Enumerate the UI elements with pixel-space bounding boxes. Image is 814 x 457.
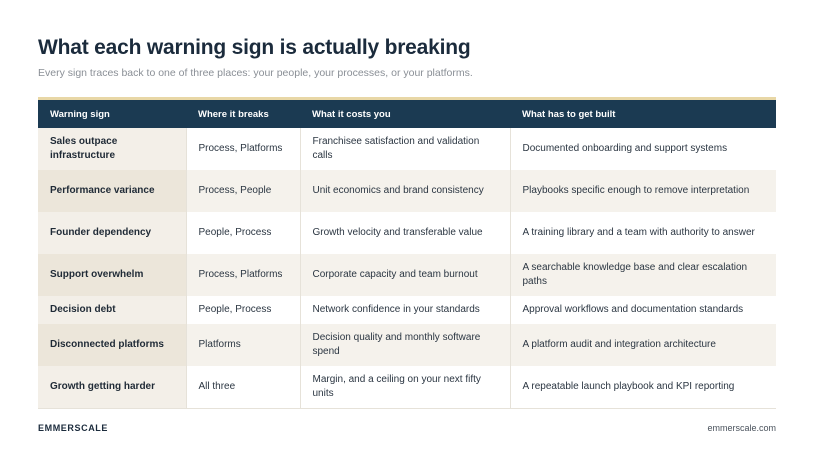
- cell-what-it-costs: Decision quality and monthly software sp…: [300, 324, 511, 366]
- cell-warning-sign: Disconnected platforms: [38, 324, 187, 366]
- cell-warning-sign: Support overwhelm: [38, 254, 187, 296]
- page-subtitle: Every sign traces back to one of three p…: [38, 67, 473, 79]
- column-header-warning-sign: Warning sign: [38, 100, 186, 128]
- cell-where-it-breaks: People, Process: [186, 296, 301, 324]
- cell-where-it-breaks: All three: [186, 366, 301, 409]
- table-row: Performance variance Process, People Uni…: [38, 170, 776, 212]
- column-header-what-to-build: What has to get built: [510, 100, 776, 128]
- cell-what-it-costs: Growth velocity and transferable value: [300, 212, 511, 254]
- cell-where-it-breaks: Process, Platforms: [186, 128, 301, 170]
- cell-what-it-costs: Network confidence in your standards: [300, 296, 511, 324]
- cell-warning-sign: Growth getting harder: [38, 366, 187, 409]
- table-header-row: Warning sign Where it breaks What it cos…: [38, 100, 776, 128]
- page-title: What each warning sign is actually break…: [38, 36, 471, 59]
- cell-where-it-breaks: People, Process: [186, 212, 301, 254]
- cell-what-it-costs: Franchisee satisfaction and validation c…: [300, 128, 511, 170]
- cell-warning-sign: Performance variance: [38, 170, 187, 212]
- cell-what-to-build: A platform audit and integration archite…: [510, 324, 776, 366]
- cell-where-it-breaks: Process, Platforms: [186, 254, 301, 296]
- cell-what-it-costs: Margin, and a ceiling on your next fifty…: [300, 366, 511, 409]
- column-header-what-it-costs: What it costs you: [300, 100, 510, 128]
- column-header-where-it-breaks: Where it breaks: [186, 100, 300, 128]
- cell-what-to-build: A repeatable launch playbook and KPI rep…: [510, 366, 776, 409]
- table-row: Founder dependency People, Process Growt…: [38, 212, 776, 254]
- cell-what-to-build: A training library and a team with autho…: [522, 227, 755, 238]
- cell-where-it-breaks: Platforms: [186, 324, 301, 366]
- table-row: Growth getting harder All three Margin, …: [38, 366, 776, 409]
- cell-what-to-build: Playbooks specific enough to remove inte…: [510, 170, 776, 212]
- table-row: Disconnected platforms Platforms Decisio…: [38, 324, 776, 366]
- warning-sign-table: Warning sign Where it breaks What it cos…: [38, 100, 776, 409]
- footer-brand: EMMERSCALE: [38, 423, 109, 433]
- cell-warning-sign: Sales outpace infrastructure: [38, 128, 187, 170]
- cell-what-to-build: Documented onboarding and support system…: [522, 143, 728, 154]
- cell-warning-sign: Founder dependency: [38, 212, 187, 254]
- footer-url[interactable]: emmerscale.com: [707, 423, 776, 433]
- table-row: Sales outpace infrastructure Process, Pl…: [38, 128, 776, 170]
- cell-where-it-breaks: Process, People: [186, 170, 301, 212]
- table-row: Support overwhelm Process, Platforms Cor…: [38, 254, 776, 296]
- cell-warning-sign: Decision debt: [38, 296, 187, 324]
- cell-what-it-costs: Corporate capacity and team burnout: [300, 254, 511, 296]
- accent-divider: [38, 97, 776, 100]
- cell-what-to-build: A searchable knowledge base and clear es…: [510, 254, 776, 296]
- cell-what-to-build: Approval workflows and documentation sta…: [522, 304, 744, 315]
- cell-what-it-costs: Unit economics and brand consistency: [300, 170, 511, 212]
- table-row: Decision debt People, Process Network co…: [38, 296, 776, 324]
